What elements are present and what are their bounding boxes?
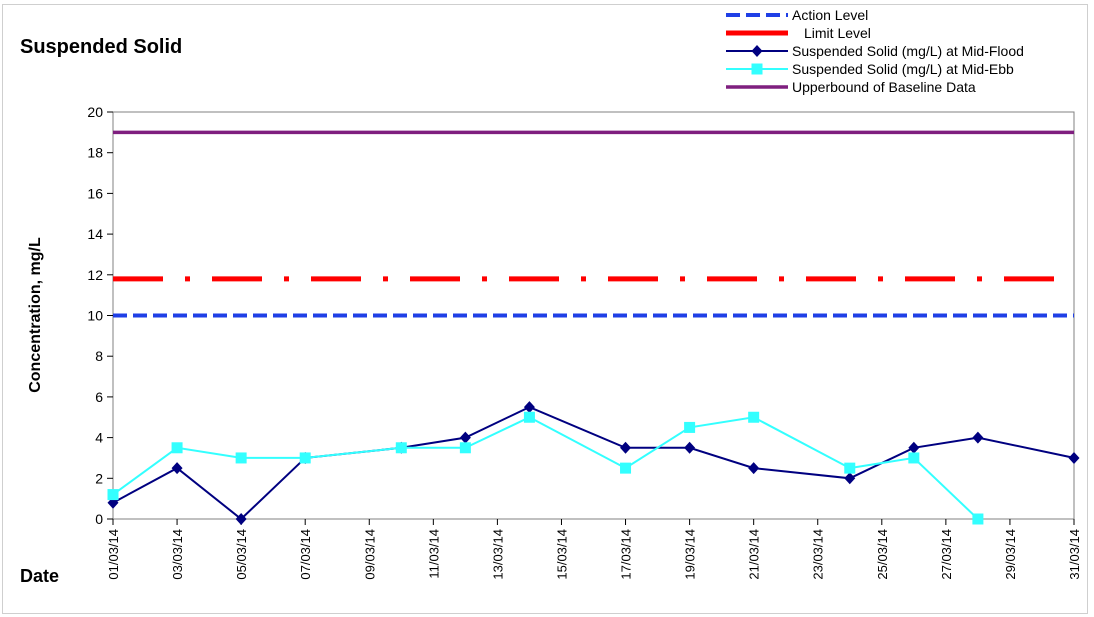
legend-item: Suspended Solid (mg/L) at Mid-Ebb xyxy=(724,60,1084,78)
data-point-2 xyxy=(459,431,471,444)
x-tick-label: 09/03/14 xyxy=(362,529,377,580)
legend-label: Suspended Solid (mg/L) at Mid-Flood xyxy=(792,43,1024,59)
x-tick-label: 15/03/14 xyxy=(554,529,569,580)
x-tick-label: 17/03/14 xyxy=(619,529,634,580)
legend-swatch xyxy=(726,45,788,57)
legend-swatch xyxy=(726,30,788,36)
series-line-2 xyxy=(112,406,1075,521)
x-tick-label: 25/03/14 xyxy=(875,529,890,580)
legend: Action Level Limit Level Suspended Solid (… xyxy=(724,6,1084,96)
y-tick-label: 18 xyxy=(87,145,103,161)
legend-label: Limit Level xyxy=(804,25,871,41)
x-tick-label: 21/03/14 xyxy=(747,529,762,580)
y-tick-label: 20 xyxy=(87,104,103,120)
data-point-2 xyxy=(748,462,760,475)
x-tick-label: 03/03/14 xyxy=(170,529,185,580)
data-point-3 xyxy=(908,452,920,464)
y-tick-label: 10 xyxy=(87,308,103,324)
data-point-3 xyxy=(235,452,247,464)
y-tick-label: 0 xyxy=(95,511,103,527)
x-tick-label: 27/03/14 xyxy=(939,529,954,580)
legend-item: Suspended Solid (mg/L) at Mid-Flood xyxy=(724,42,1084,60)
data-point-3 xyxy=(972,513,984,525)
legend-swatch xyxy=(726,63,788,75)
data-point-2 xyxy=(171,462,183,475)
legend-marker xyxy=(751,63,763,75)
legend-item: Upperbound of Baseline Data xyxy=(724,78,1084,96)
legend-swatch xyxy=(726,13,788,17)
y-tick-label: 14 xyxy=(87,226,103,242)
y-tick-label: 16 xyxy=(87,185,103,201)
data-point-3 xyxy=(844,462,856,474)
x-axis-label: Date xyxy=(20,566,60,586)
data-point-2 xyxy=(620,441,632,454)
chart-frame xyxy=(2,4,1088,614)
legend-label: Suspended Solid (mg/L) at Mid-Ebb xyxy=(792,61,1014,77)
legend-swatch xyxy=(726,85,788,89)
data-point-3 xyxy=(107,489,119,501)
legend-marker xyxy=(751,45,763,57)
x-tick-label: 19/03/14 xyxy=(683,529,698,580)
y-tick-label: 6 xyxy=(95,389,103,405)
legend-item: Action Level xyxy=(724,6,1084,24)
x-tick-label: 31/03/14 xyxy=(1067,529,1082,580)
legend-label: Upperbound of Baseline Data xyxy=(792,79,976,95)
legend-label: Action Level xyxy=(792,7,869,23)
x-tick-label: 01/03/14 xyxy=(106,529,121,580)
x-tick-label: 13/03/14 xyxy=(490,529,505,580)
data-point-3 xyxy=(620,462,632,474)
data-point-2 xyxy=(235,513,247,525)
x-tick-label: 29/03/14 xyxy=(1003,529,1018,580)
y-tick-label: 4 xyxy=(95,430,103,446)
data-point-3 xyxy=(171,442,183,454)
data-point-3 xyxy=(748,411,760,423)
x-tick-label: 07/03/14 xyxy=(298,529,313,580)
data-point-3 xyxy=(395,442,407,454)
data-point-2 xyxy=(972,431,984,444)
x-tick-label: 05/03/14 xyxy=(234,529,249,580)
chart-title: Suspended Solid xyxy=(20,36,183,58)
data-point-2 xyxy=(684,441,696,454)
x-tick-label: 11/03/14 xyxy=(426,529,441,579)
y-tick-label: 8 xyxy=(95,348,103,364)
data-point-3 xyxy=(459,442,471,454)
y-tick-label: 2 xyxy=(95,470,103,486)
y-tick-label: 12 xyxy=(87,267,103,283)
x-tick-label: 23/03/14 xyxy=(811,529,826,580)
data-point-3 xyxy=(523,411,535,423)
legend-item: Limit Level xyxy=(724,24,1084,42)
data-point-2 xyxy=(844,472,856,485)
data-point-2 xyxy=(1068,451,1080,464)
data-point-3 xyxy=(684,421,696,433)
data-point-3 xyxy=(299,452,311,464)
data-point-2 xyxy=(908,441,920,454)
data-point-2 xyxy=(523,401,535,414)
